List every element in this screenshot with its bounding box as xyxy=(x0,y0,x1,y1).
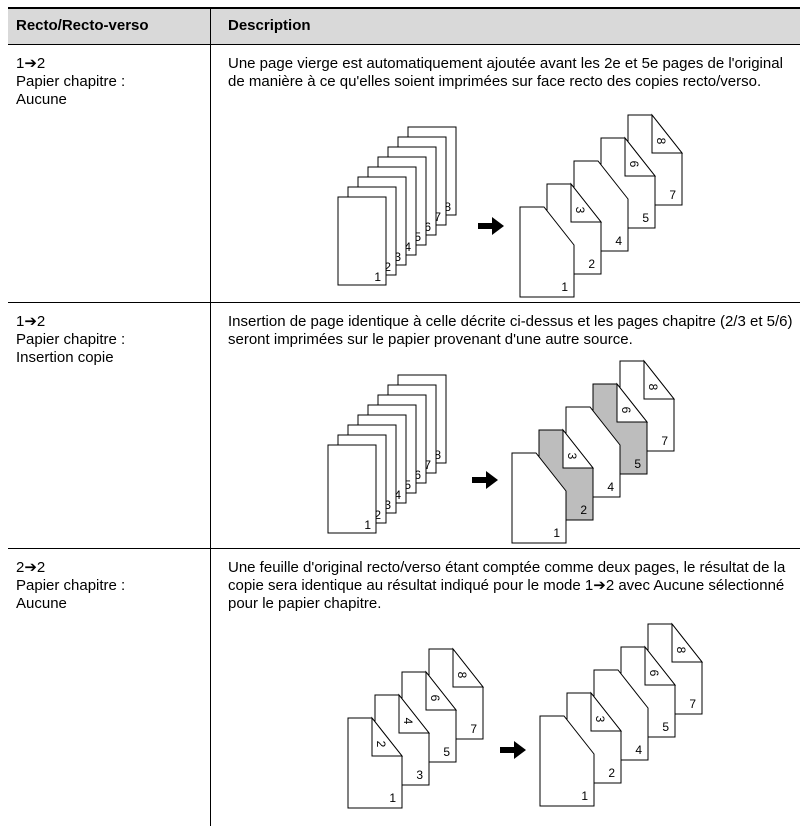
sheet-fold xyxy=(624,136,657,177)
mode-line: Papier chapitre : xyxy=(16,331,126,348)
arrow xyxy=(500,741,526,759)
page-number: 2 xyxy=(608,766,615,780)
page-number: 5 xyxy=(662,720,669,734)
page-number: 4 xyxy=(404,240,411,254)
page-number: 4 xyxy=(635,743,642,757)
page-number: 1 xyxy=(364,518,371,532)
page-number: 1 xyxy=(581,789,588,803)
header-rule xyxy=(8,44,800,45)
mode-line: 1➔2 xyxy=(16,55,46,72)
sheet-fold xyxy=(651,113,684,154)
page-number: 6 xyxy=(627,161,641,168)
sheet-fold xyxy=(616,382,649,423)
page-number: 7 xyxy=(424,458,431,472)
page-number: 6 xyxy=(414,468,421,482)
page-number: 6 xyxy=(424,220,431,234)
page-number: 7 xyxy=(669,188,676,202)
page-number: 8 xyxy=(434,448,441,462)
sheet-fold xyxy=(570,182,603,223)
page-number: 7 xyxy=(434,210,441,224)
header-cell: Description xyxy=(228,17,311,34)
page-number: 7 xyxy=(661,434,668,448)
page-number: 5 xyxy=(414,230,421,244)
page xyxy=(327,444,377,534)
page-number: 1 xyxy=(553,526,560,540)
page-number: 5 xyxy=(642,211,649,225)
sheet-fold xyxy=(452,647,485,688)
sheet-fold xyxy=(425,670,458,711)
page-number: 3 xyxy=(573,207,587,214)
page-number: 8 xyxy=(455,672,469,679)
page-number: 3 xyxy=(565,453,579,460)
page-number: 4 xyxy=(401,718,415,725)
sheet xyxy=(519,206,575,298)
sheet-fold xyxy=(643,359,676,400)
sheet-fold xyxy=(671,622,704,663)
page-number: 2 xyxy=(588,257,595,271)
description: Une feuille d'original recto/verso étant… xyxy=(228,559,786,612)
page-number: 6 xyxy=(619,407,633,414)
page-number: 2 xyxy=(580,503,587,517)
mode-line: Aucune xyxy=(16,91,67,108)
description: Insertion de page identique à celle décr… xyxy=(228,313,793,348)
mode-line: Insertion copie xyxy=(16,349,114,366)
sheet-fold xyxy=(371,716,404,757)
page-number: 3 xyxy=(593,716,607,723)
sheet xyxy=(539,715,595,807)
top-rule xyxy=(8,7,800,9)
page-number: 2 xyxy=(374,741,388,748)
mode-line: 1➔2 xyxy=(16,313,46,330)
sheet-fold xyxy=(562,428,595,469)
page-number: 4 xyxy=(607,480,614,494)
page-number: 4 xyxy=(615,234,622,248)
mode-line: Aucune xyxy=(16,595,67,612)
page-number: 7 xyxy=(470,722,477,736)
mode-line: Papier chapitre : xyxy=(16,73,126,90)
arrow xyxy=(472,471,498,489)
page-number: 1 xyxy=(374,270,381,284)
mode-line: Papier chapitre : xyxy=(16,577,126,594)
page-number: 8 xyxy=(654,138,668,145)
page-number: 2 xyxy=(374,508,381,522)
page-number: 6 xyxy=(647,670,661,677)
sheet-fold xyxy=(398,693,431,734)
page-number: 2 xyxy=(384,260,391,274)
page-number: 4 xyxy=(394,488,401,502)
page-number: 3 xyxy=(416,768,423,782)
page-number: 1 xyxy=(389,791,396,805)
page-number: 3 xyxy=(384,498,391,512)
page xyxy=(337,196,387,286)
page-number: 3 xyxy=(394,250,401,264)
row-rule xyxy=(8,302,800,303)
description: Une page vierge est automatiquement ajou… xyxy=(228,55,783,90)
sheet xyxy=(511,452,567,544)
sheet-fold xyxy=(590,691,623,732)
page-number: 6 xyxy=(428,695,442,702)
sheet-fold xyxy=(644,645,677,686)
row-rule xyxy=(8,548,800,549)
page-number: 5 xyxy=(634,457,641,471)
mode-line: 2➔2 xyxy=(16,559,46,576)
arrow xyxy=(478,217,504,235)
column-rule xyxy=(210,8,211,826)
page-number: 1 xyxy=(561,280,568,294)
page-number: 7 xyxy=(689,697,696,711)
page-number: 8 xyxy=(646,384,660,391)
page-number: 5 xyxy=(443,745,450,759)
header-cell: Recto/Recto-verso xyxy=(16,17,149,34)
page-number: 8 xyxy=(674,647,688,654)
page-number: 8 xyxy=(444,200,451,214)
header-bg xyxy=(8,8,800,44)
page-number: 5 xyxy=(404,478,411,492)
